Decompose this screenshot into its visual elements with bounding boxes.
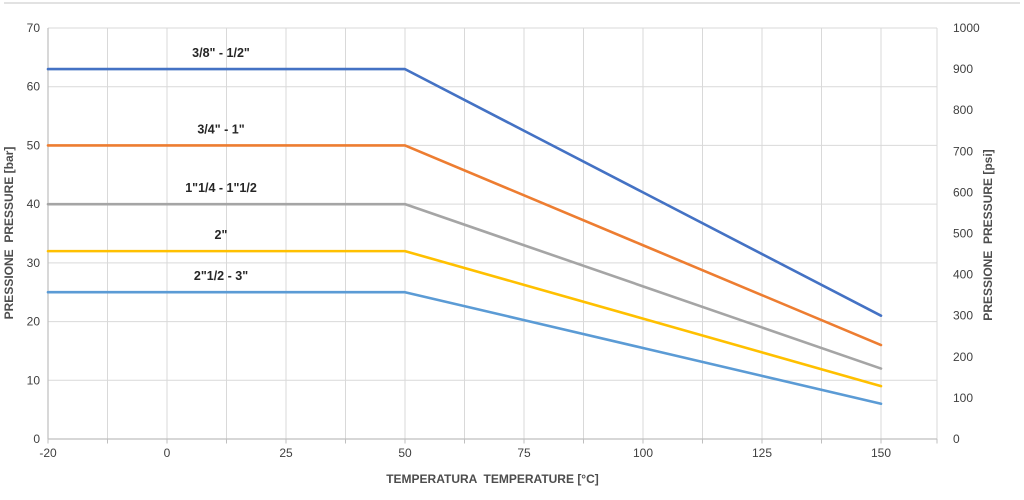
series-label-4: 2"1/2 - 3" [194,269,248,283]
series-line-0 [46,67,883,318]
y-left-tick-label: 20 [27,315,41,329]
y-left-tick-label: 70 [27,21,41,35]
series-line-1 [46,144,883,347]
series-label-3: 2" [215,228,228,242]
x-tick-label: 100 [633,446,653,460]
x-tick-label: 50 [398,446,412,460]
y-right-tick-label: 400 [953,268,973,282]
y-left-tick-label: 10 [27,373,41,387]
x-axis-title: TEMPERATURA TEMPERATURE [°C] [386,472,599,486]
y-right-tick-label: 300 [953,309,973,323]
series-line-3 [46,249,883,388]
y-left-tick-label: 60 [27,80,41,94]
series-line-4 [46,290,883,406]
y-left-tick-label: 40 [27,197,41,211]
x-tick-label: 0 [164,446,171,460]
y-left-tick-label: 50 [27,138,41,152]
series-label-2: 1"1/4 - 1"1/2 [185,181,257,195]
series-label-0: 3/8" - 1/2" [192,46,250,60]
y-right-tick-label: 1000 [953,21,980,35]
y-right-tick-label: 0 [953,432,960,446]
series-label-1: 3/4" - 1" [197,122,244,136]
y-right-tick-label: 700 [953,144,973,158]
y-right-tick-label: 500 [953,227,973,241]
y-right-tick-label: 900 [953,62,973,76]
series-line-2 [46,202,883,370]
y-right-tick-label: 200 [953,350,973,364]
x-tick-label: 75 [517,446,531,460]
y-right-tick-label: 800 [953,103,973,117]
x-tick-label: -20 [39,446,57,460]
x-tick-label: 25 [279,446,293,460]
x-tick-label: 150 [871,446,891,460]
y-right-axis-title: PRESSIONE PRESSURE [psi] [981,149,995,320]
y-left-tick-label: 30 [27,256,41,270]
y-left-tick-label: 0 [33,432,40,446]
y-left-axis-title: PRESSIONE PRESSURE [bar] [2,147,16,320]
x-tick-label: 125 [752,446,772,460]
y-right-tick-label: 600 [953,185,973,199]
y-right-tick-label: 100 [953,391,973,405]
